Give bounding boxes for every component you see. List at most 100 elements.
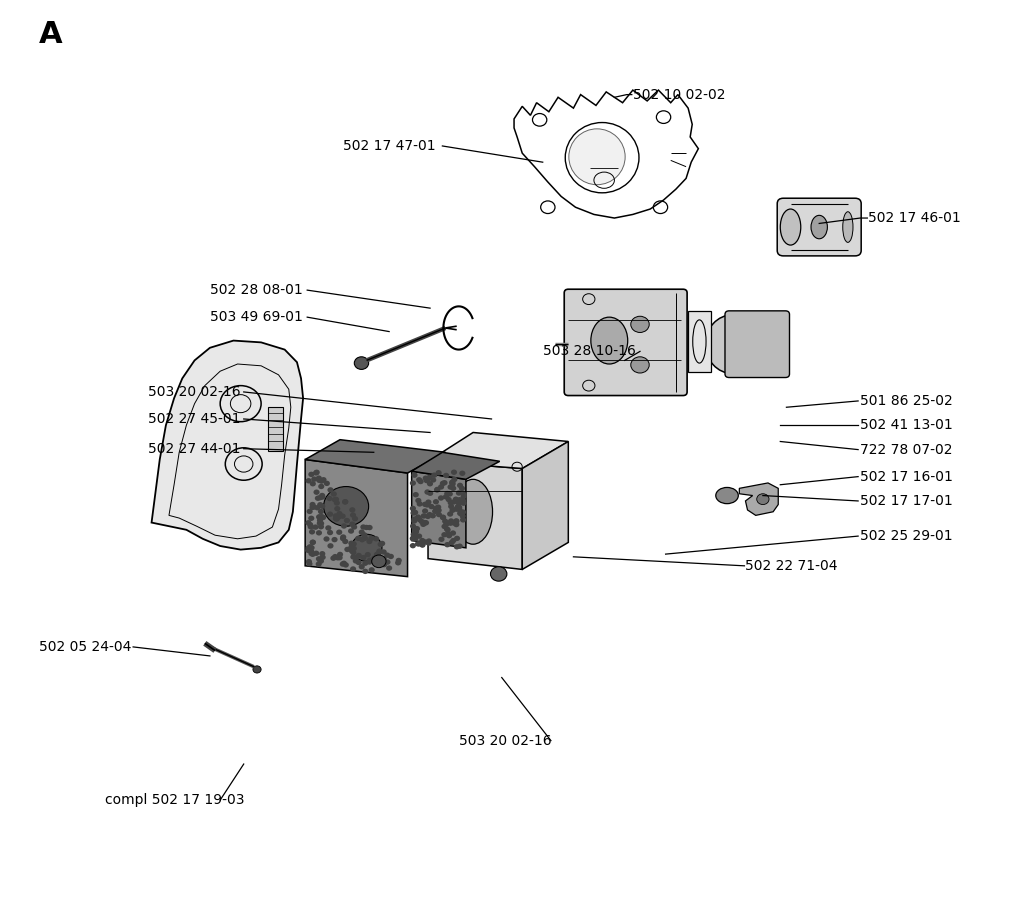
Circle shape [381,562,387,568]
Circle shape [335,555,341,560]
Circle shape [309,505,315,510]
Circle shape [415,542,421,547]
Circle shape [457,483,463,488]
Circle shape [447,518,454,523]
Circle shape [427,512,433,517]
Circle shape [447,511,454,516]
Text: 502 27 44-01: 502 27 44-01 [148,441,241,456]
Circle shape [426,541,432,546]
Circle shape [351,546,357,551]
Circle shape [444,526,451,532]
Circle shape [419,538,425,543]
Circle shape [354,357,369,369]
Polygon shape [412,471,466,548]
Circle shape [440,480,446,486]
Circle shape [412,472,418,478]
Polygon shape [522,441,568,569]
Circle shape [350,542,356,547]
Circle shape [307,544,313,550]
Circle shape [419,542,425,547]
Circle shape [411,510,417,515]
Circle shape [333,514,339,519]
Circle shape [324,487,369,526]
Circle shape [457,543,463,549]
Circle shape [416,515,422,521]
Circle shape [313,551,319,556]
Circle shape [422,520,428,525]
Circle shape [340,534,346,540]
Circle shape [328,487,334,493]
Circle shape [416,498,422,504]
Circle shape [446,491,453,496]
Circle shape [362,560,369,566]
Circle shape [428,504,434,509]
Circle shape [316,514,323,520]
Circle shape [456,505,462,510]
Circle shape [307,524,313,530]
Circle shape [450,507,456,513]
Circle shape [369,535,375,541]
Circle shape [422,540,428,545]
Circle shape [342,499,348,505]
Circle shape [317,558,324,563]
Circle shape [359,537,366,542]
Circle shape [372,555,386,568]
Text: 502 17 17-01: 502 17 17-01 [860,494,953,508]
Text: 722 78 07-02: 722 78 07-02 [860,442,952,457]
Circle shape [410,480,416,486]
Ellipse shape [568,129,625,185]
Circle shape [449,540,455,545]
Circle shape [435,470,441,476]
Circle shape [417,517,423,523]
Text: 502 05 24-04: 502 05 24-04 [39,640,131,654]
Circle shape [438,496,444,501]
Circle shape [328,543,334,549]
Circle shape [308,515,314,521]
Circle shape [410,505,416,511]
Circle shape [457,507,463,513]
Circle shape [388,554,394,560]
Circle shape [315,556,322,561]
Circle shape [313,469,319,475]
Circle shape [333,496,339,502]
Circle shape [348,546,354,551]
Circle shape [441,480,447,486]
Circle shape [327,496,333,501]
Circle shape [344,547,350,552]
Circle shape [450,480,456,486]
Circle shape [422,508,428,514]
Text: 502 10 02-02: 502 10 02-02 [633,87,725,102]
Circle shape [316,514,323,520]
Polygon shape [428,461,522,569]
Circle shape [350,550,356,555]
Circle shape [319,504,326,509]
Circle shape [422,520,428,525]
Circle shape [318,484,325,489]
Circle shape [315,476,322,481]
Circle shape [445,532,452,537]
Circle shape [412,510,418,515]
Circle shape [336,514,342,520]
Circle shape [441,532,447,537]
Circle shape [349,543,355,549]
Circle shape [350,513,356,518]
Text: 502 17 47-01: 502 17 47-01 [343,139,435,153]
Circle shape [430,513,436,518]
Circle shape [452,477,458,482]
Circle shape [460,498,466,504]
Circle shape [416,542,422,547]
Circle shape [337,513,343,518]
Circle shape [418,478,424,484]
Text: 501 86 25-02: 501 86 25-02 [860,394,953,408]
Circle shape [317,509,324,514]
Text: 502 41 13-01: 502 41 13-01 [860,418,953,432]
Circle shape [355,536,361,542]
Circle shape [348,541,354,546]
Circle shape [461,500,467,505]
Circle shape [438,537,444,542]
Text: 502 17 46-01: 502 17 46-01 [868,211,962,225]
Circle shape [332,554,338,560]
Circle shape [757,494,769,505]
Circle shape [410,536,416,542]
Circle shape [352,559,358,564]
